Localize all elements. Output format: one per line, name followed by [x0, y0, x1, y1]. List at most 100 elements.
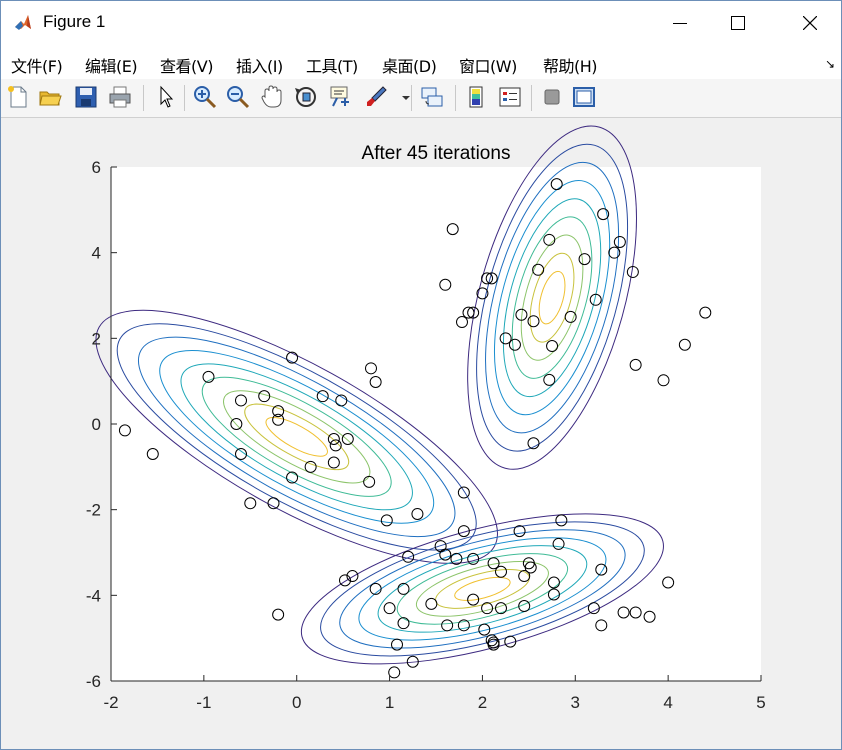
axes-background[interactable] [111, 167, 761, 681]
maximize-button[interactable] [715, 1, 761, 45]
data-point [626, 265, 639, 278]
y-tick-label: 2 [92, 329, 101, 348]
contour-line [95, 309, 498, 564]
data-point [329, 439, 342, 452]
chevron-down-icon [402, 96, 410, 100]
toolbar-separator [184, 85, 185, 111]
data-point [617, 606, 630, 619]
new-figure-button[interactable] [5, 84, 31, 110]
contour-line [116, 323, 477, 551]
data-point [146, 447, 159, 460]
data-point [527, 437, 540, 450]
brush-dropdown[interactable] [393, 84, 410, 110]
x-axis-ticks: -2 -1 0 1 2 3 4 5 [103, 675, 766, 712]
menu-edit[interactable]: 编辑(E) [85, 57, 138, 76]
menu-view[interactable]: 查看(V) [160, 57, 213, 76]
zoom-in-button[interactable] [192, 84, 218, 110]
minimize-icon [673, 23, 687, 24]
toolbar-separator [455, 85, 456, 111]
data-point [327, 456, 340, 469]
link-plot-button[interactable] [419, 84, 445, 110]
data-point [244, 497, 257, 510]
contour-line [454, 576, 511, 601]
data-point [587, 602, 600, 615]
data-point [316, 390, 329, 403]
data-point [467, 306, 480, 319]
close-button[interactable] [787, 1, 833, 45]
contour-line [320, 521, 645, 657]
brush-button[interactable] [363, 84, 389, 110]
data-point [341, 432, 354, 445]
dock-arrow-icon[interactable]: ↘ [824, 57, 835, 71]
menu-desktop[interactable]: 桌面(D) [382, 57, 437, 76]
data-point [467, 593, 480, 606]
data-point [487, 638, 500, 651]
contour-line [502, 198, 602, 398]
data-point [578, 253, 591, 266]
menu-window[interactable]: 窗口(W) [459, 57, 517, 76]
menu-tools[interactable]: 工具(T) [306, 57, 358, 76]
open-file-icon [39, 91, 62, 106]
data-point [487, 557, 500, 570]
contour-line [538, 270, 566, 325]
pan-hand-icon [261, 85, 282, 108]
legend-icon [499, 87, 521, 107]
data-point [524, 561, 537, 574]
menu-insert[interactable]: 插入(I) [236, 57, 283, 76]
toolbar-separator [531, 85, 532, 111]
menu-file[interactable]: 文件(F) [11, 57, 63, 76]
data-point [595, 619, 608, 632]
zoom-out-button[interactable] [225, 84, 251, 110]
show-plot-tools-button[interactable] [571, 84, 597, 110]
contour-line [244, 403, 350, 471]
minimize-button[interactable] [657, 1, 703, 45]
data-point [457, 525, 470, 538]
data-point [388, 666, 401, 679]
data-point [643, 610, 656, 623]
data-point [456, 316, 468, 329]
data-point [462, 306, 475, 319]
hide-plot-tools-button[interactable] [539, 84, 565, 110]
menu-bar: 文件(F) 编辑(E) 查看(V) 插入(I) 工具(T) 桌面(D) 窗口(W… [1, 45, 841, 79]
data-point [476, 287, 489, 300]
data-point [346, 570, 359, 583]
data-point [272, 608, 285, 621]
data-point [543, 373, 556, 386]
legend-button[interactable] [497, 84, 523, 110]
toolbar [1, 79, 841, 118]
data-point [380, 514, 393, 527]
data-point [678, 338, 691, 351]
data-point [546, 340, 559, 353]
title-bar[interactable]: Figure 1 [1, 1, 841, 45]
data-point [613, 235, 626, 248]
save-button[interactable] [73, 84, 99, 110]
open-file-button[interactable] [37, 84, 63, 110]
data-point [272, 405, 285, 418]
contour-line [520, 234, 584, 361]
data-point [481, 602, 494, 615]
data-point [202, 370, 215, 383]
new-figure-icon [8, 86, 27, 108]
data-point [304, 460, 317, 473]
print-button[interactable] [107, 84, 133, 110]
menu-help[interactable]: 帮助(H) [543, 57, 598, 76]
data-point [608, 246, 621, 259]
contour-line [159, 350, 435, 524]
data-point [272, 413, 285, 426]
edit-plot-button[interactable] [153, 84, 179, 110]
colorbar-button[interactable] [463, 84, 489, 110]
data-point [513, 525, 526, 538]
pan-button[interactable] [259, 84, 285, 110]
edit-plot-arrow-icon [160, 85, 174, 108]
contour-line [358, 537, 607, 641]
data-point [267, 497, 280, 510]
data-point [547, 576, 560, 589]
window-title: Figure 1 [43, 12, 106, 31]
data-point [235, 394, 247, 407]
data-cursor-button[interactable] [327, 84, 353, 110]
close-icon [803, 16, 817, 30]
data-point [589, 293, 602, 306]
data-point [441, 619, 454, 632]
rotate-3d-button[interactable] [293, 84, 319, 110]
